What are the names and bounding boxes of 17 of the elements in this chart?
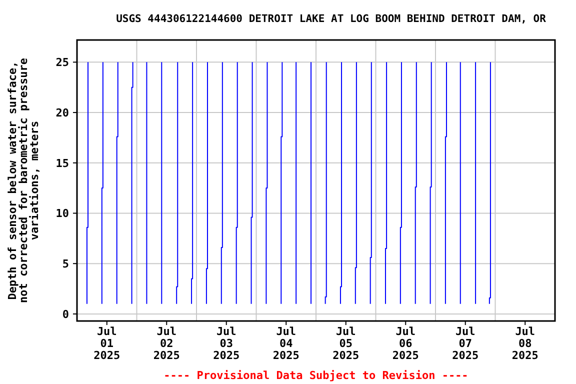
- y-tick-label: 15: [56, 156, 69, 170]
- x-tick-label: Jul 08 2025: [512, 325, 538, 362]
- x-tick-label: Jul 01 2025: [94, 325, 120, 362]
- y-tick-label: 10: [56, 207, 69, 220]
- y-tick-label: 0: [62, 308, 69, 321]
- x-tick-label: Jul 06 2025: [392, 325, 419, 362]
- y-tick-label: 25: [56, 56, 69, 70]
- chart-title: USGS 444306122144600 DETROIT LAKE AT LOG BOOM BEHIND DETROIT DAM, OR: [116, 13, 547, 25]
- x-tick-label: Jul 07 2025: [452, 325, 479, 362]
- x-tick-label: Jul 04 2025: [272, 325, 300, 362]
- x-tick-label: Jul 05 2025: [332, 325, 360, 362]
- x-tick-label: Jul 02 2025: [153, 325, 180, 362]
- y-tick-label: 5: [62, 258, 69, 271]
- x-tick-label: Jul 03 2025: [213, 325, 240, 362]
- text: ---- Provisional Data Subject to Revision ----: [164, 369, 468, 382]
- y-tick-label: 20: [56, 106, 69, 120]
- y-axis-title: Depth of sensor below water surface, not corrected for barometric pressure variations, meters: [6, 58, 41, 304]
